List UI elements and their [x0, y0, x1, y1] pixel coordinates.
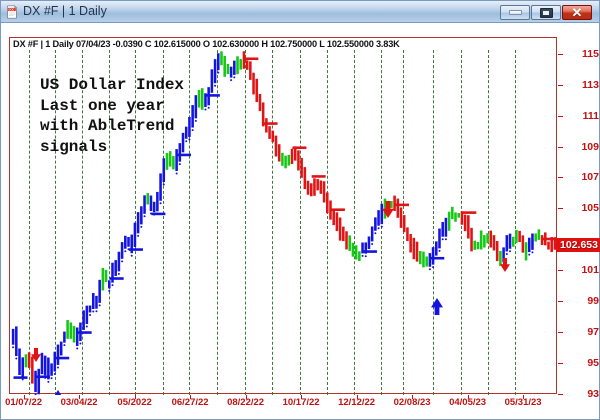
svg-text:DOC: DOC	[9, 7, 15, 11]
